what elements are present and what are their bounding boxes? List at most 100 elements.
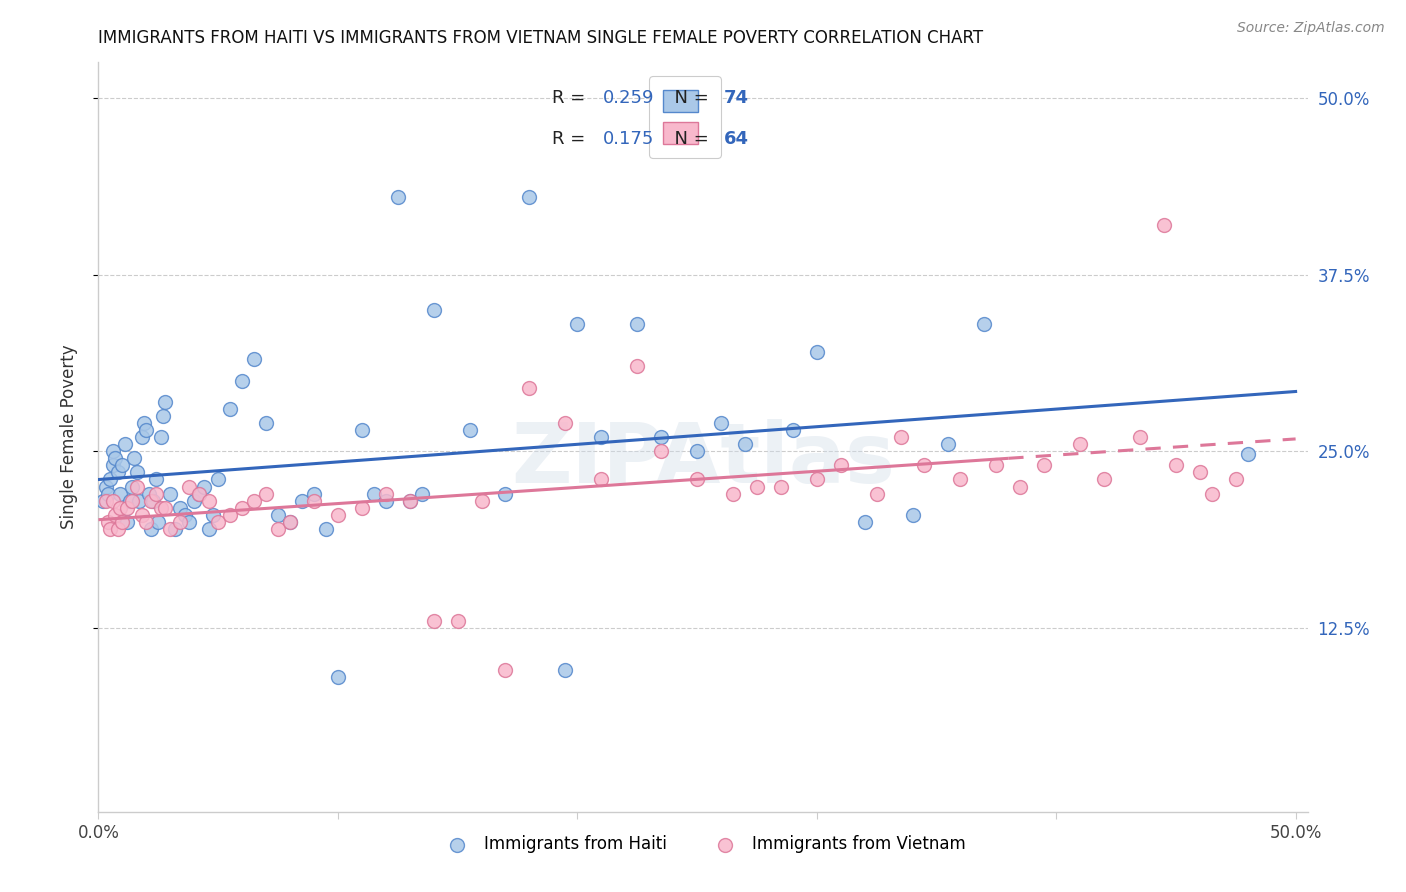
Immigrants from Vietnam: [769, 479, 792, 493]
Immigrants from Haiti: [100, 473, 122, 487]
Immigrants from Haiti: [173, 508, 195, 522]
Immigrants from Haiti: [782, 423, 804, 437]
Immigrants from Haiti: [326, 670, 349, 684]
Text: 0.175: 0.175: [603, 130, 654, 148]
Immigrants from Vietnam: [302, 493, 325, 508]
Immigrants from Vietnam: [591, 473, 613, 487]
Immigrants from Vietnam: [179, 479, 201, 493]
Immigrants from Vietnam: [159, 522, 181, 536]
Immigrants from Vietnam: [97, 515, 120, 529]
Immigrants from Haiti: [188, 486, 211, 500]
Immigrants from Haiti: [107, 466, 129, 480]
Immigrants from Vietnam: [243, 493, 266, 508]
Immigrants from Haiti: [231, 374, 253, 388]
Immigrants from Haiti: [169, 500, 191, 515]
Immigrants from Haiti: [1236, 447, 1258, 461]
Immigrants from Vietnam: [1092, 473, 1115, 487]
Immigrants from Haiti: [152, 409, 174, 423]
Immigrants from Haiti: [973, 317, 995, 331]
Immigrants from Haiti: [243, 352, 266, 367]
Text: 0.259: 0.259: [603, 89, 654, 107]
Immigrants from Haiti: [114, 437, 136, 451]
Immigrants from Haiti: [626, 317, 648, 331]
Immigrants from Haiti: [686, 444, 709, 458]
Immigrants from Vietnam: [94, 493, 117, 508]
Immigrants from Haiti: [142, 493, 165, 508]
Immigrants from Haiti: [183, 493, 205, 508]
Immigrants from Haiti: [138, 486, 160, 500]
Immigrants from Haiti: [591, 430, 613, 444]
Immigrants from Haiti: [118, 493, 141, 508]
Immigrants from Haiti: [350, 423, 373, 437]
Immigrants from Haiti: [97, 486, 120, 500]
Immigrants from Vietnam: [1201, 486, 1223, 500]
Immigrants from Haiti: [197, 522, 219, 536]
Immigrants from Vietnam: [1164, 458, 1187, 473]
Immigrants from Haiti: [519, 190, 541, 204]
Immigrants from Vietnam: [446, 614, 468, 628]
Immigrants from Vietnam: [104, 508, 127, 522]
Immigrants from Vietnam: [398, 493, 420, 508]
Immigrants from Haiti: [111, 458, 134, 473]
Immigrants from Vietnam: [495, 664, 517, 678]
Immigrants from Vietnam: [111, 515, 134, 529]
Immigrants from Haiti: [567, 317, 589, 331]
Immigrants from Vietnam: [554, 416, 576, 430]
Immigrants from Vietnam: [219, 508, 242, 522]
Text: 64: 64: [724, 130, 748, 148]
Immigrants from Vietnam: [188, 486, 211, 500]
Immigrants from Vietnam: [169, 515, 191, 529]
Immigrants from Vietnam: [125, 479, 148, 493]
Immigrants from Haiti: [163, 522, 186, 536]
Immigrants from Haiti: [132, 416, 155, 430]
Immigrants from Haiti: [145, 473, 167, 487]
Y-axis label: Single Female Poverty: Single Female Poverty: [59, 345, 77, 529]
Immigrants from Vietnam: [145, 486, 167, 500]
Immigrants from Haiti: [207, 473, 229, 487]
Immigrants from Haiti: [363, 486, 385, 500]
Immigrants from Vietnam: [519, 381, 541, 395]
Immigrants from Vietnam: [1153, 218, 1175, 232]
Immigrants from Haiti: [398, 493, 420, 508]
Immigrants from Haiti: [411, 486, 433, 500]
Immigrants from Haiti: [108, 486, 131, 500]
Immigrants from Vietnam: [121, 493, 143, 508]
Text: R =: R =: [551, 130, 591, 148]
Immigrants from Haiti: [149, 430, 172, 444]
Immigrants from Vietnam: [254, 486, 277, 500]
Immigrants from Haiti: [734, 437, 756, 451]
Immigrants from Haiti: [115, 515, 138, 529]
Immigrants from Vietnam: [626, 359, 648, 374]
Immigrants from Haiti: [853, 515, 876, 529]
Text: Source: ZipAtlas.com: Source: ZipAtlas.com: [1237, 21, 1385, 35]
Immigrants from Vietnam: [350, 500, 373, 515]
Immigrants from Haiti: [650, 430, 672, 444]
Immigrants from Vietnam: [1010, 479, 1032, 493]
Immigrants from Vietnam: [1069, 437, 1091, 451]
Immigrants from Vietnam: [231, 500, 253, 515]
Immigrants from Haiti: [938, 437, 960, 451]
Immigrants from Haiti: [254, 416, 277, 430]
Immigrants from Haiti: [387, 190, 409, 204]
Text: N =: N =: [664, 130, 714, 148]
Immigrants from Haiti: [901, 508, 924, 522]
Legend: Immigrants from Haiti, Immigrants from Vietnam: Immigrants from Haiti, Immigrants from V…: [434, 829, 972, 860]
Immigrants from Haiti: [495, 486, 517, 500]
Immigrants from Vietnam: [197, 493, 219, 508]
Immigrants from Haiti: [91, 493, 114, 508]
Immigrants from Haiti: [125, 466, 148, 480]
Immigrants from Haiti: [131, 430, 153, 444]
Immigrants from Haiti: [422, 302, 444, 317]
Immigrants from Haiti: [202, 508, 225, 522]
Immigrants from Vietnam: [374, 486, 396, 500]
Immigrants from Vietnam: [149, 500, 172, 515]
Immigrants from Vietnam: [889, 430, 911, 444]
Immigrants from Haiti: [278, 515, 301, 529]
Immigrants from Vietnam: [686, 473, 709, 487]
Immigrants from Vietnam: [949, 473, 972, 487]
Text: ZIPAtlas: ZIPAtlas: [510, 419, 896, 500]
Immigrants from Haiti: [267, 508, 290, 522]
Immigrants from Vietnam: [1033, 458, 1056, 473]
Immigrants from Vietnam: [806, 473, 828, 487]
Immigrants from Haiti: [193, 479, 215, 493]
